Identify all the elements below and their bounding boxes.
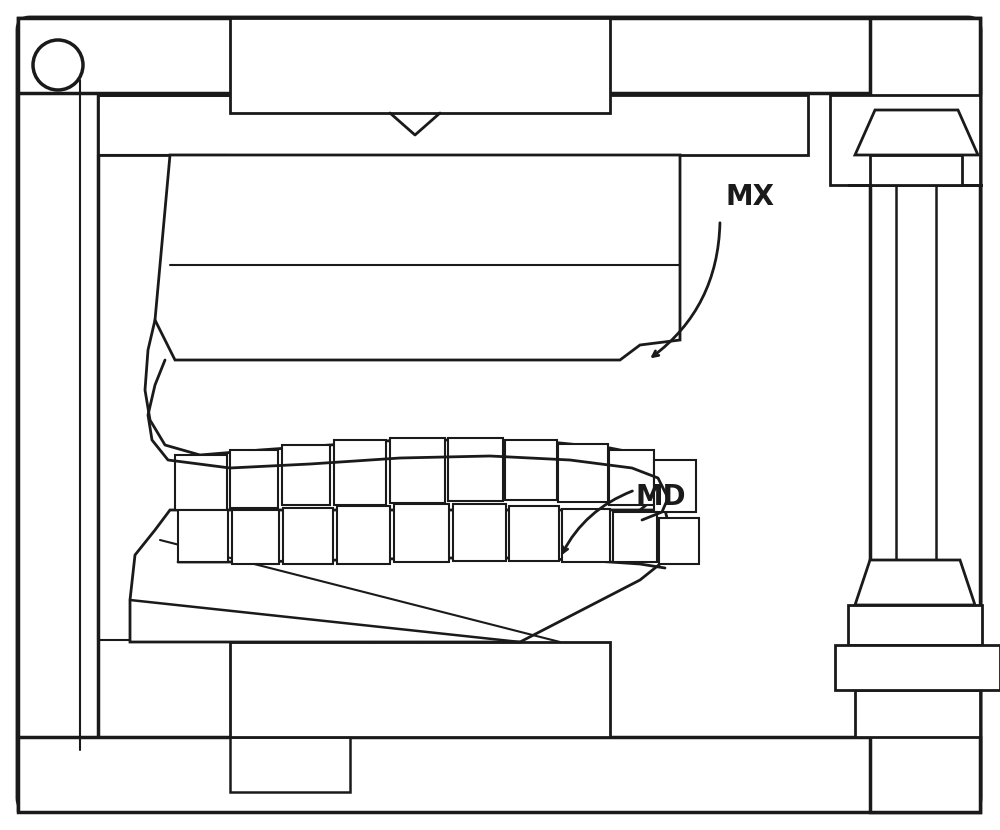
Bar: [230, 737, 350, 792]
Polygon shape: [337, 506, 390, 564]
Polygon shape: [848, 155, 982, 185]
Bar: [98, 95, 808, 155]
Bar: [18, 18, 98, 810]
Bar: [18, 18, 980, 93]
Polygon shape: [505, 440, 557, 500]
Polygon shape: [230, 450, 278, 508]
Bar: [896, 185, 936, 605]
Polygon shape: [334, 440, 386, 505]
Polygon shape: [855, 560, 975, 605]
Polygon shape: [283, 508, 333, 564]
Polygon shape: [509, 506, 559, 561]
Polygon shape: [613, 512, 657, 562]
Text: MD: MD: [635, 483, 686, 511]
Polygon shape: [654, 460, 696, 512]
Bar: [830, 95, 980, 185]
Polygon shape: [178, 510, 228, 562]
Polygon shape: [453, 504, 506, 561]
Polygon shape: [130, 510, 670, 642]
Circle shape: [33, 40, 83, 90]
Polygon shape: [394, 504, 449, 562]
Polygon shape: [558, 444, 608, 502]
Text: MX: MX: [725, 183, 774, 211]
Bar: [870, 18, 980, 812]
Bar: [230, 18, 610, 113]
Polygon shape: [659, 518, 699, 564]
Polygon shape: [609, 450, 654, 505]
Polygon shape: [175, 455, 227, 510]
Polygon shape: [155, 155, 680, 360]
Bar: [18, 737, 980, 812]
FancyBboxPatch shape: [18, 18, 980, 810]
Polygon shape: [232, 510, 279, 564]
Polygon shape: [282, 445, 330, 505]
Polygon shape: [448, 438, 503, 501]
Polygon shape: [390, 438, 445, 503]
Polygon shape: [562, 509, 610, 562]
Bar: [855, 690, 980, 737]
Bar: [848, 605, 982, 645]
Polygon shape: [855, 110, 978, 155]
Bar: [835, 645, 1000, 690]
Bar: [230, 642, 610, 737]
